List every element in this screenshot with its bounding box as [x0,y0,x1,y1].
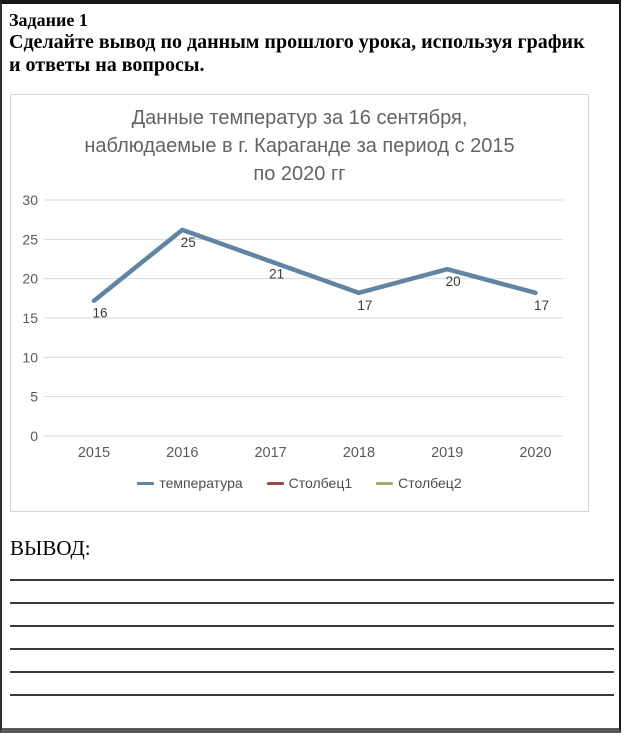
answer-lines [10,579,614,717]
task-title: Задание 1 [9,10,88,30]
legend-marker-icon [266,481,284,485]
data-label: 21 [269,266,284,281]
x-axis-label: 2017 [254,445,286,461]
legend-item-температура: температура [137,475,243,491]
chart-title-line: наблюдаемые в г. Караганде за период с 2… [84,135,515,157]
data-label: 25 [181,235,196,250]
chart-title: Данные температур за 16 сентября, наблюд… [11,104,588,188]
legend-marker-icon [376,481,394,485]
answer-line [10,579,614,581]
task-instruction: Сделайте вывод по данным прошлого урока,… [9,31,585,76]
y-axis-label: 30 [22,192,38,208]
data-label: 17 [357,298,372,313]
data-label: 20 [446,274,461,289]
answer-line [10,602,614,604]
y-axis-label: 15 [22,310,38,326]
task-header: Задание 1 Сделайте вывод по данным прошл… [2,4,619,77]
answer-line [10,648,614,650]
answer-line [10,671,614,673]
x-axis-label: 2015 [78,445,110,461]
y-axis-label: 20 [22,271,38,287]
x-axis-label: 2018 [343,445,375,461]
legend-marker-icon [137,481,155,485]
data-label: 16 [92,306,107,321]
chart-legend: температура Столбец1 Столбец2 [11,475,588,491]
x-axis-label: 2019 [431,445,463,461]
legend-item-Столбец1: Столбец1 [266,475,353,491]
legend-label: Столбец2 [398,475,462,491]
temperature-line [91,227,538,303]
data-label: 17 [534,298,549,313]
x-axis-label: 2016 [166,445,198,461]
answer-line [10,625,614,627]
y-axis-label: 10 [22,349,38,365]
chart-title-line: по 2020 гг [253,163,346,185]
y-axis-label: 5 [30,389,38,405]
conclusion-label: ВЫВОД: [10,536,91,560]
legend-item-Столбец2: Столбец2 [376,475,462,491]
x-axis-label: 2020 [519,445,551,461]
answer-line [10,694,614,696]
y-axis-label: 25 [22,231,38,247]
y-axis-label: 0 [30,428,38,444]
chart-title-line: Данные температур за 16 сентября, [131,107,468,129]
temperature-chart: Данные температур за 16 сентября, наблюд… [10,94,589,512]
legend-label: температура [159,475,243,491]
legend-label: Столбец1 [288,475,353,491]
